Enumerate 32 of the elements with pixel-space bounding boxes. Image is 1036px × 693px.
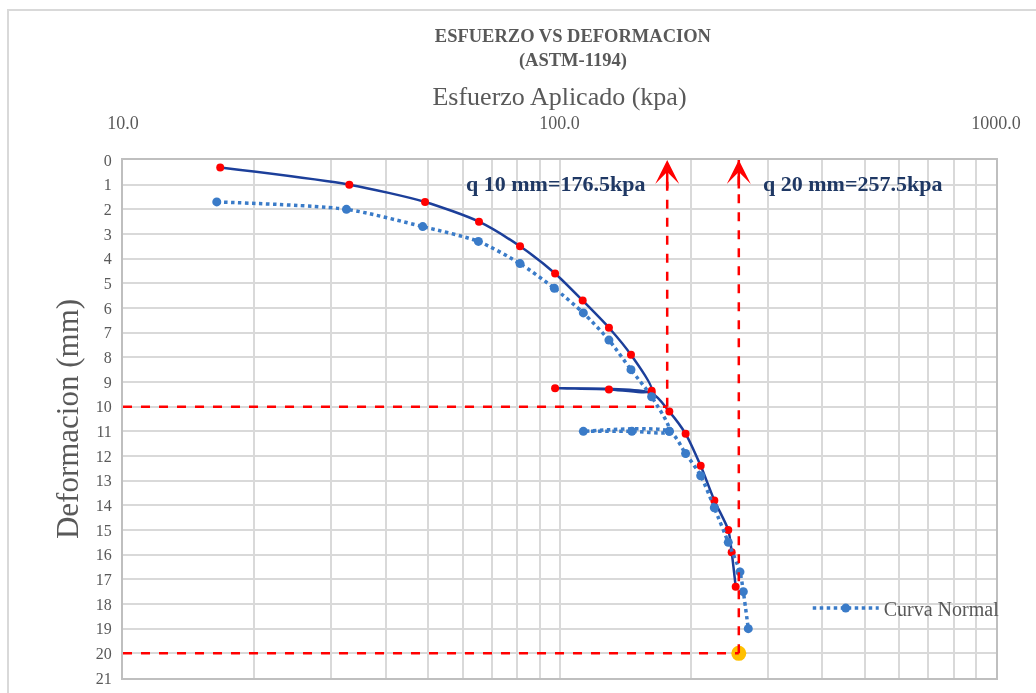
y-tick-label: 1: [103, 176, 112, 194]
y-tick-label: 2: [103, 200, 112, 218]
y-tick-label: 10: [95, 398, 112, 416]
y-tick-label: 11: [96, 422, 112, 440]
y-tick-label: 9: [103, 373, 112, 391]
ref-line-label: q 20 mm=257.5kpa: [763, 171, 943, 196]
x-tick-label: 10.0: [107, 112, 139, 133]
y-tick-label: 19: [95, 620, 112, 638]
y-tick-label: 12: [95, 447, 112, 465]
y-tick-label: 15: [95, 521, 112, 539]
chart-title: ESFUERZO VS DEFORMACION: [434, 26, 712, 46]
y-axis-title: Deformacion (mm): [49, 298, 85, 540]
y-tick-label: 17: [95, 570, 112, 588]
y-tick-label: 4: [103, 250, 112, 268]
y-tick-label: 16: [95, 546, 112, 564]
y-tick-label: 14: [95, 496, 112, 514]
legend-label: Curva Normal: [883, 597, 1000, 620]
y-tick-label: 13: [95, 472, 112, 490]
y-tick-label: 8: [103, 348, 112, 366]
y-tick-label: 5: [103, 274, 112, 292]
y-tick-label: 20: [95, 644, 112, 662]
y-tick-label: 0: [103, 151, 112, 169]
x-tick-label: 100.0: [539, 112, 580, 133]
x-axis-title: Esfuerzo Aplicado (kpa): [432, 81, 687, 111]
ref-line-label: q 10 mm=176.5kpa: [466, 171, 646, 196]
y-tick-label: 7: [103, 324, 112, 342]
x-tick-label: 1000.0: [971, 112, 1021, 133]
y-tick-label: 3: [103, 225, 112, 243]
chart-subtitle: (ASTM-1194): [518, 50, 627, 72]
y-tick-label: 18: [95, 595, 112, 613]
y-tick-label: 21: [95, 669, 112, 687]
y-tick-label: 6: [103, 299, 112, 317]
